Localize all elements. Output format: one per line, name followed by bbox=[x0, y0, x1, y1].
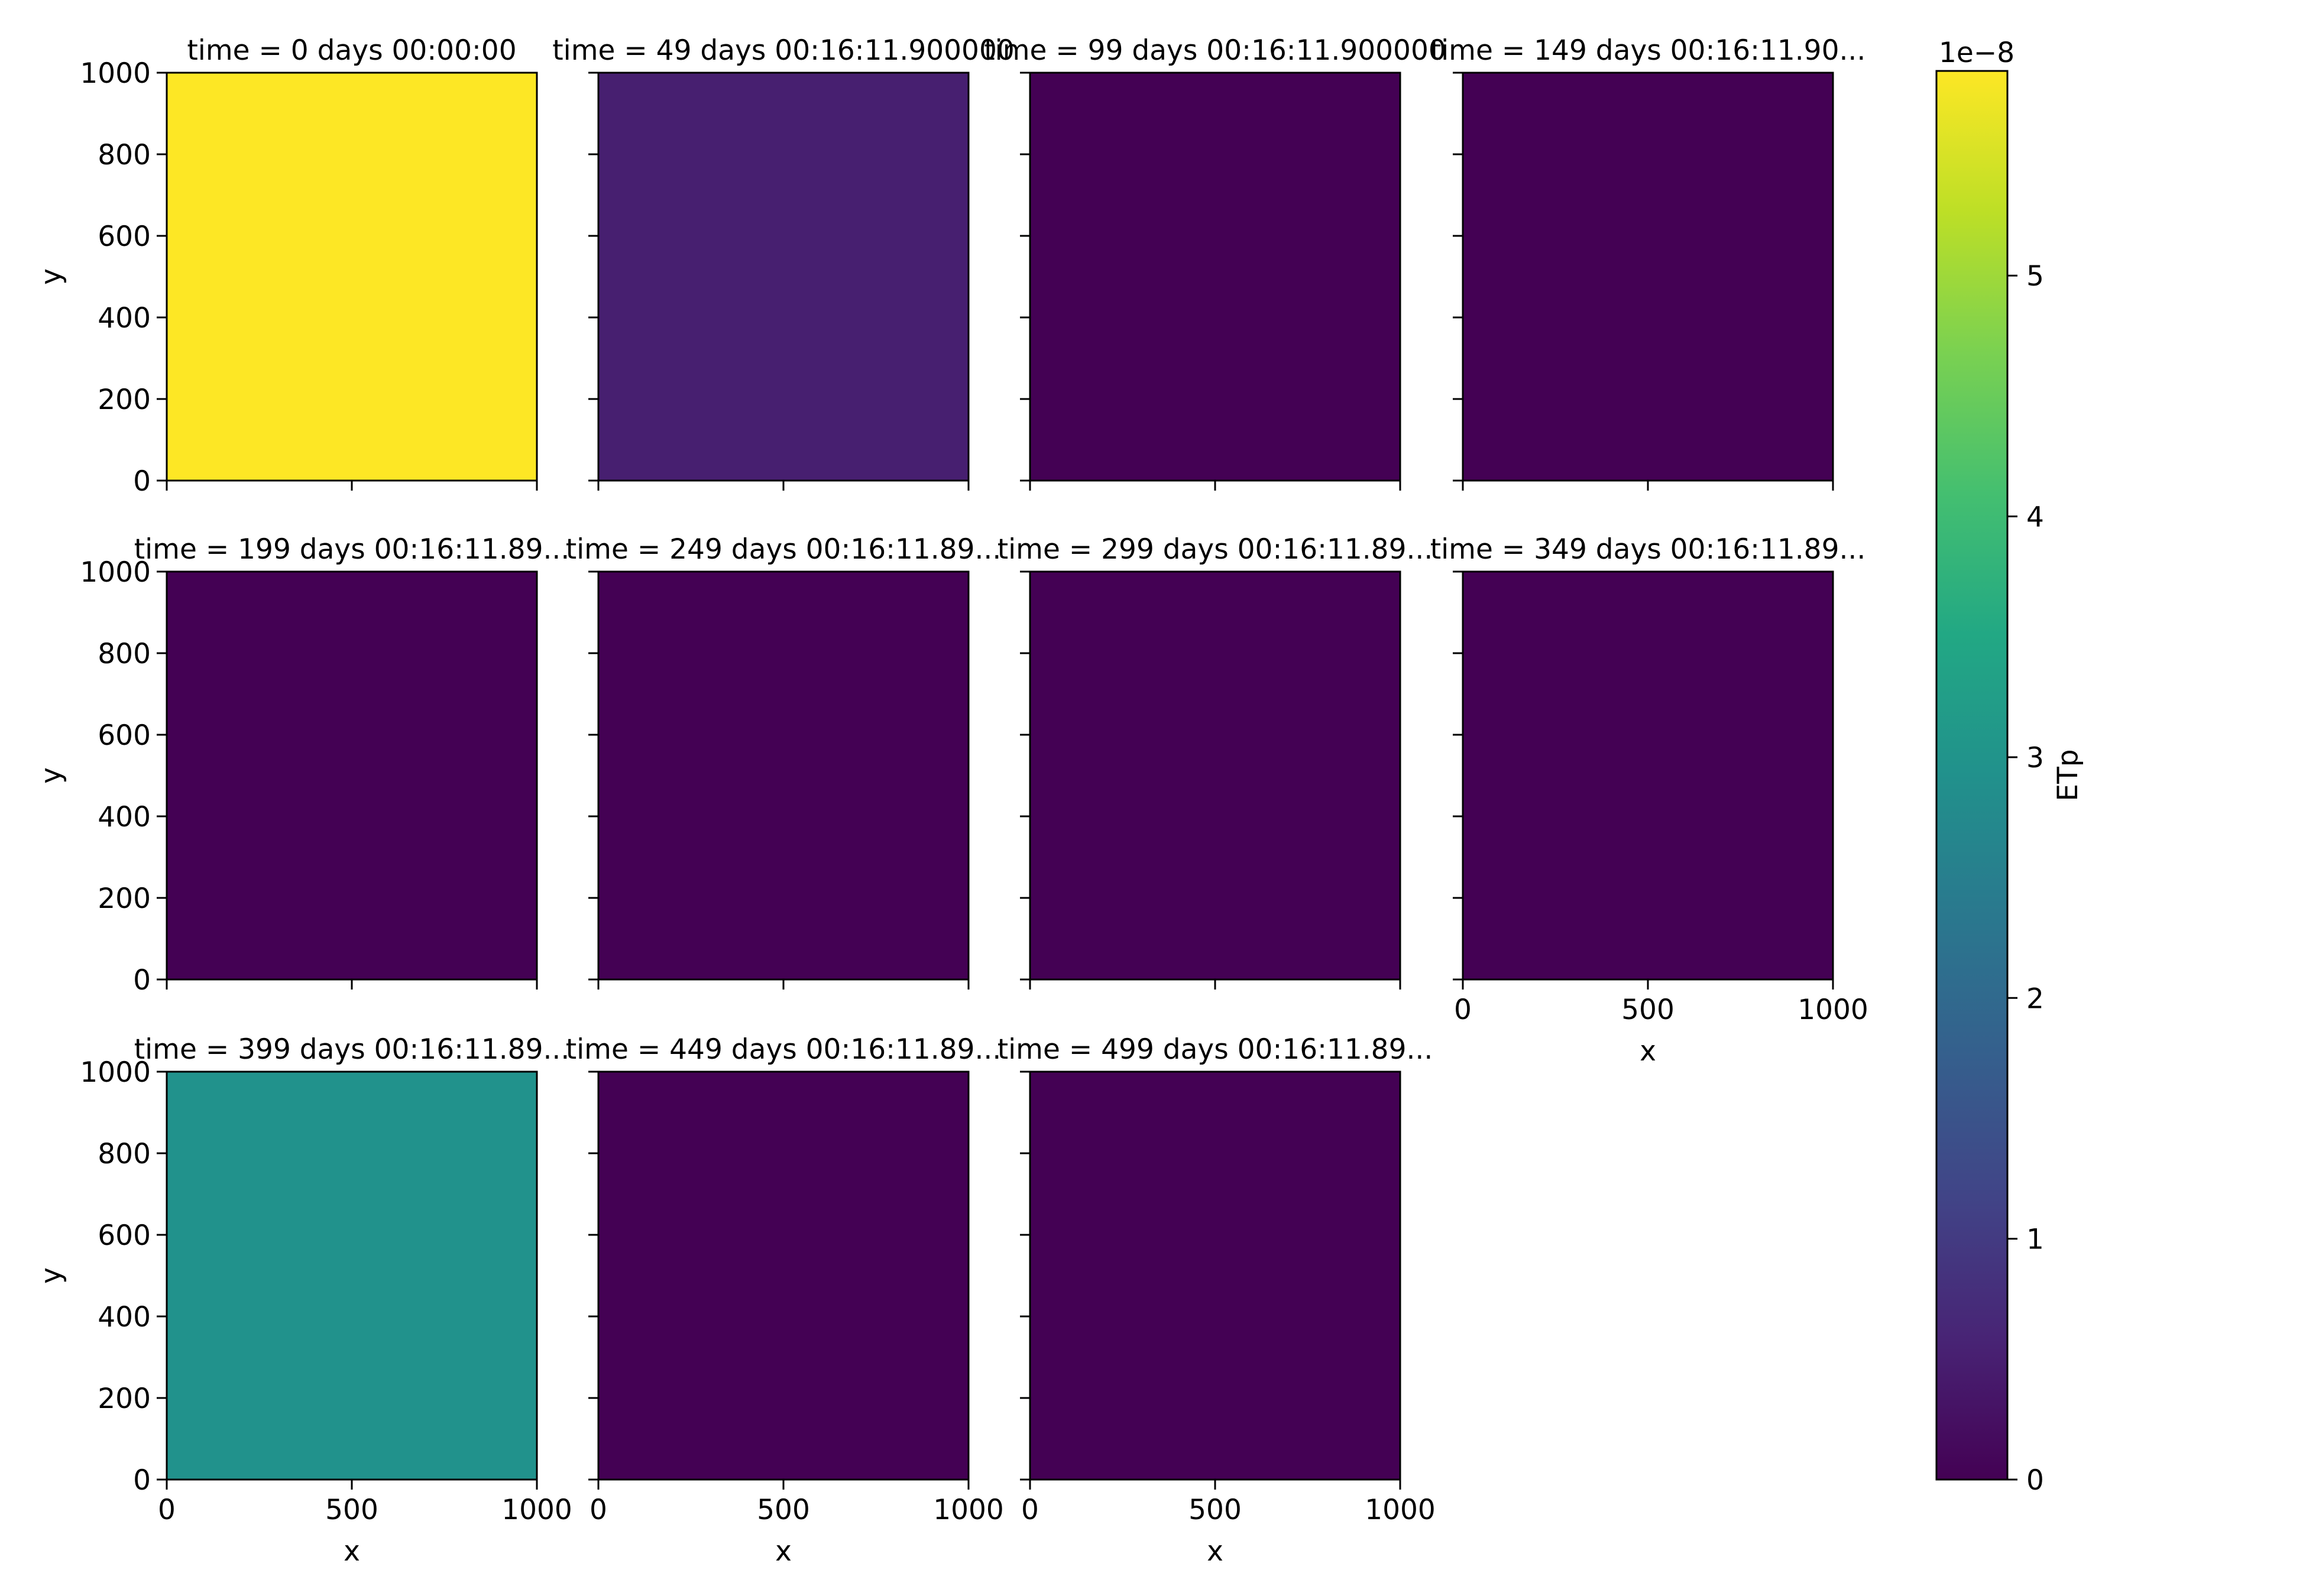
facet-panel: time = 49 days 00:16:11.900000 bbox=[552, 34, 1015, 491]
y-tick-label: 0 bbox=[133, 964, 151, 997]
x-tick-label: 1000 bbox=[933, 1494, 1004, 1526]
colorbar-tick-label: 4 bbox=[2026, 501, 2044, 534]
x-tick-label: 0 bbox=[1454, 994, 1472, 1026]
y-tick-label: 400 bbox=[98, 302, 151, 335]
colorbar-tick-label: 0 bbox=[2026, 1464, 2044, 1497]
y-tick-label: 0 bbox=[133, 1464, 151, 1497]
panel-title: time = 499 days 00:16:11.89... bbox=[997, 1033, 1433, 1066]
facet-panel: time = 449 days 00:16:11.89... 0 500 1000 x bbox=[566, 1033, 1004, 1568]
facet-panel: time = 299 days 00:16:11.89... bbox=[997, 533, 1433, 990]
y-tick-label: 1000 bbox=[80, 57, 151, 90]
colorbar-label: ETp bbox=[2052, 749, 2084, 801]
panel-title: time = 199 days 00:16:11.89... bbox=[134, 533, 570, 566]
y-tick-label: 400 bbox=[98, 801, 151, 833]
y-tick-label: 800 bbox=[98, 139, 151, 171]
y-tick-label: 600 bbox=[98, 719, 151, 752]
x-tick-label: 500 bbox=[1188, 1494, 1242, 1526]
heatmap-cell bbox=[1463, 572, 1833, 979]
heatmap-cell bbox=[167, 1072, 537, 1480]
heatmap-cell bbox=[167, 73, 537, 481]
facet-panel: time = 199 days 00:16:11.89... 0 200 400 600… bbox=[35, 533, 569, 997]
heatmap-cell bbox=[598, 73, 969, 481]
x-tick-label: 500 bbox=[757, 1494, 810, 1526]
y-tick-label: 1000 bbox=[80, 1056, 151, 1089]
facet-panel: time = 499 days 00:16:11.89... 0 500 1000 x bbox=[997, 1033, 1436, 1568]
x-axis-label: x bbox=[1640, 1035, 1656, 1068]
y-axis-label: y bbox=[35, 767, 67, 784]
panel-title: time = 249 days 00:16:11.89... bbox=[566, 533, 1002, 566]
colorbar-frame bbox=[1935, 70, 2009, 1481]
panel-title: time = 349 days 00:16:11.89... bbox=[1430, 533, 1866, 566]
heatmap-cell bbox=[1463, 73, 1833, 481]
heatmap-cell bbox=[598, 572, 969, 979]
heatmap-cell bbox=[1030, 572, 1400, 979]
y-tick-label: 200 bbox=[98, 883, 151, 915]
y-tick-label: 400 bbox=[98, 1301, 151, 1334]
y-tick-label: 600 bbox=[98, 220, 151, 253]
facet-panel: time = 349 days 00:16:11.89... 0 500 1000 x bbox=[1430, 533, 1868, 1068]
x-tick-label: 500 bbox=[325, 1494, 378, 1526]
panel-title: time = 399 days 00:16:11.89... bbox=[134, 1033, 570, 1066]
y-tick-label: 200 bbox=[98, 1383, 151, 1415]
facet-panel: time = 149 days 00:16:11.90... bbox=[1430, 34, 1866, 491]
y-tick-label: 800 bbox=[98, 1138, 151, 1170]
panels-layer: time = 0 days 00:00:00 0 200 400 600 800 1000 y… bbox=[35, 34, 1868, 1568]
facet-panel: time = 399 days 00:16:11.89... 0 200 400 600… bbox=[35, 1033, 572, 1568]
panel-title: time = 49 days 00:16:11.900000 bbox=[552, 34, 1015, 67]
y-axis-label: y bbox=[35, 1267, 67, 1284]
x-tick-label: 0 bbox=[590, 1494, 607, 1526]
heatmap-cell bbox=[598, 1072, 969, 1480]
x-axis-label: x bbox=[775, 1535, 792, 1568]
colorbar-gradient bbox=[1936, 71, 2007, 1480]
x-tick-label: 1000 bbox=[1365, 1494, 1436, 1526]
colorbar-tick-label: 3 bbox=[2026, 742, 2044, 774]
colorbar-offset-text: 1e−8 bbox=[1939, 37, 2014, 69]
y-tick-label: 600 bbox=[98, 1219, 151, 1252]
y-tick-label: 800 bbox=[98, 638, 151, 670]
colorbar-tick-label: 5 bbox=[2026, 260, 2044, 293]
panel-title: time = 99 days 00:16:11.900000 bbox=[984, 34, 1446, 67]
panel-title: time = 449 days 00:16:11.89... bbox=[566, 1033, 1002, 1066]
facet-panel: time = 249 days 00:16:11.89... bbox=[566, 533, 1002, 990]
x-tick-label: 0 bbox=[158, 1494, 176, 1526]
y-tick-label: 0 bbox=[133, 465, 151, 498]
x-tick-label: 1000 bbox=[501, 1494, 572, 1526]
x-tick-label: 500 bbox=[1621, 994, 1675, 1026]
heatmap-cell bbox=[167, 572, 537, 979]
x-tick-label: 0 bbox=[1021, 1494, 1039, 1526]
colorbar-tick-label: 2 bbox=[2026, 982, 2044, 1015]
facet-panel: time = 0 days 00:00:00 0 200 400 600 800 1000 y bbox=[35, 34, 538, 498]
y-axis-label: y bbox=[35, 268, 67, 285]
heatmap-cell bbox=[1030, 1072, 1400, 1480]
y-tick-label: 200 bbox=[98, 384, 151, 416]
x-axis-label: x bbox=[1207, 1535, 1223, 1568]
facet-panel: time = 99 days 00:16:11.900000 bbox=[984, 34, 1446, 491]
x-tick-label: 1000 bbox=[1797, 994, 1868, 1026]
panel-title: time = 0 days 00:00:00 bbox=[187, 34, 516, 67]
colorbar: 0 1 2 3 4 5 1e−8 ETp bbox=[1935, 37, 2084, 1497]
panel-title: time = 149 days 00:16:11.90... bbox=[1430, 34, 1866, 67]
y-tick-label: 1000 bbox=[80, 556, 151, 589]
heatmap-cell bbox=[1030, 73, 1400, 481]
panel-title: time = 299 days 00:16:11.89... bbox=[997, 533, 1433, 566]
colorbar-tick-label: 1 bbox=[2026, 1224, 2044, 1256]
x-axis-label: x bbox=[344, 1535, 360, 1568]
